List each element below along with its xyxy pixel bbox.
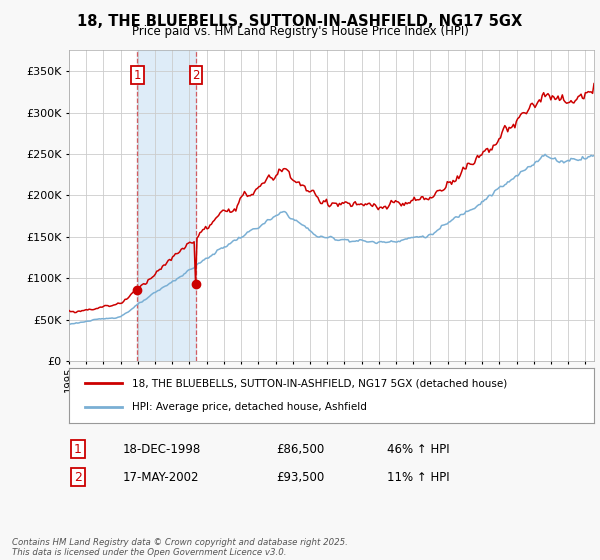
Text: HPI: Average price, detached house, Ashfield: HPI: Average price, detached house, Ashf… — [132, 403, 367, 412]
Text: Contains HM Land Registry data © Crown copyright and database right 2025.
This d: Contains HM Land Registry data © Crown c… — [12, 538, 348, 557]
Text: £93,500: £93,500 — [276, 470, 324, 484]
Text: Price paid vs. HM Land Registry's House Price Index (HPI): Price paid vs. HM Land Registry's House … — [131, 25, 469, 38]
Text: 18, THE BLUEBELLS, SUTTON-IN-ASHFIELD, NG17 5GX: 18, THE BLUEBELLS, SUTTON-IN-ASHFIELD, N… — [77, 14, 523, 29]
Text: £86,500: £86,500 — [276, 442, 324, 456]
Text: 2: 2 — [192, 69, 200, 82]
Text: 11% ↑ HPI: 11% ↑ HPI — [387, 470, 449, 484]
Text: 2: 2 — [74, 470, 82, 484]
Text: 46% ↑ HPI: 46% ↑ HPI — [387, 442, 449, 456]
Bar — [137, 50, 196, 361]
Text: 1: 1 — [133, 69, 141, 82]
Text: 1: 1 — [74, 442, 82, 456]
Text: 18, THE BLUEBELLS, SUTTON-IN-ASHFIELD, NG17 5GX (detached house): 18, THE BLUEBELLS, SUTTON-IN-ASHFIELD, N… — [132, 379, 507, 388]
Text: 18-DEC-1998: 18-DEC-1998 — [123, 442, 201, 456]
Text: 17-MAY-2002: 17-MAY-2002 — [123, 470, 199, 484]
